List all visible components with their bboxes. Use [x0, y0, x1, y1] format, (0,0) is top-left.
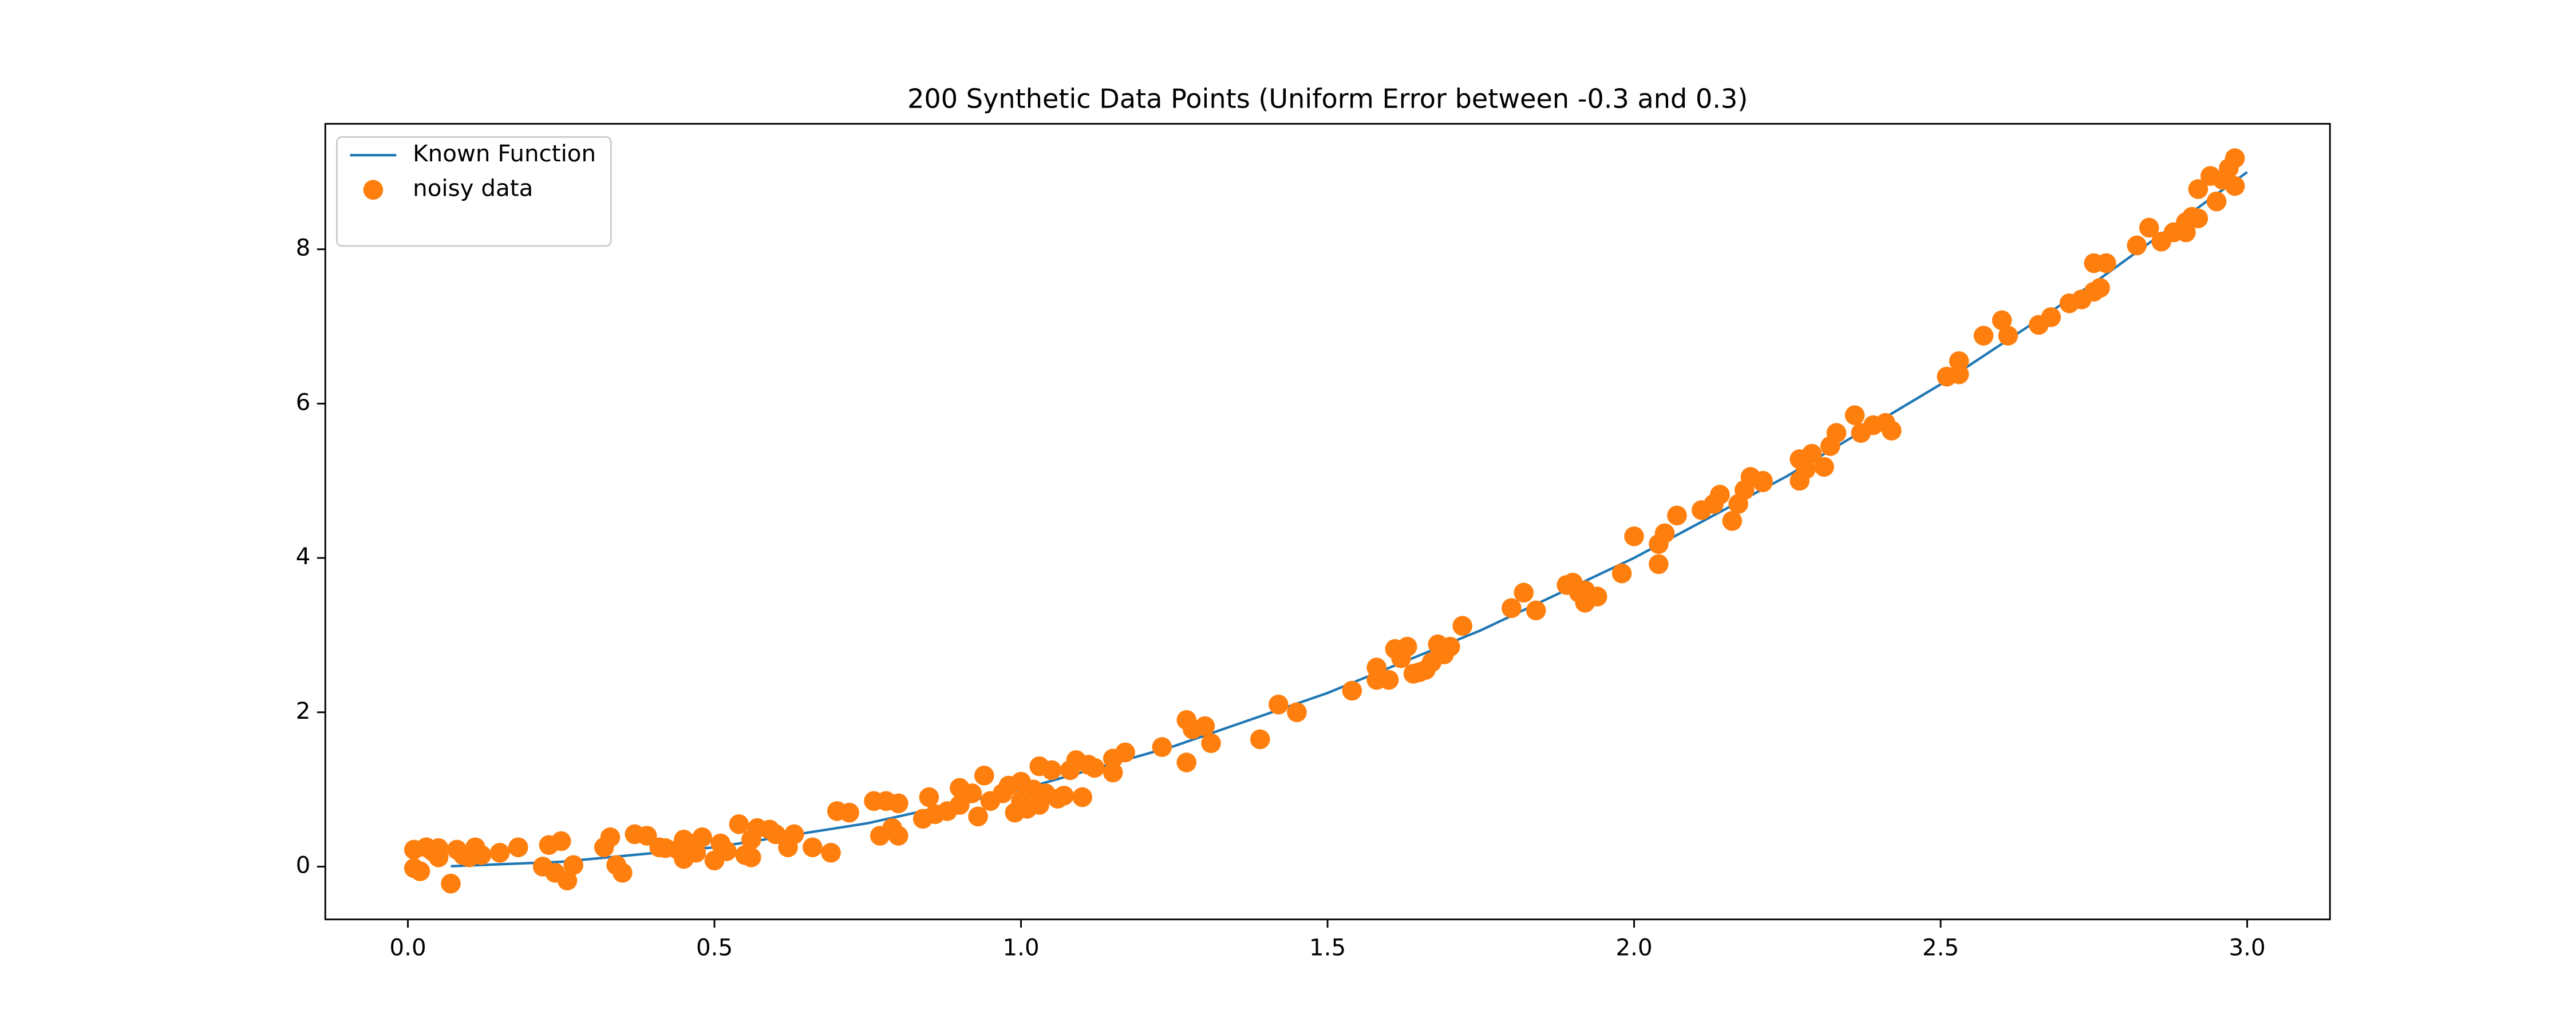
- data-point: [1342, 680, 1362, 701]
- legend: Known Function noisy data: [336, 136, 612, 247]
- data-point: [2096, 253, 2116, 274]
- data-point: [1195, 716, 1215, 736]
- y-tick-label: 2: [296, 698, 311, 724]
- data-point: [613, 862, 633, 883]
- data-point: [1397, 636, 1417, 657]
- data-point: [2225, 176, 2245, 196]
- x-tick-label: 0.5: [696, 934, 733, 961]
- data-point: [600, 827, 621, 847]
- x-tick-label: 3.0: [2229, 934, 2265, 961]
- data-point: [1949, 364, 1969, 385]
- x-tick-label: 1.0: [1002, 934, 1039, 961]
- data-point: [1502, 598, 1522, 619]
- y-tick-label: 0: [296, 851, 311, 878]
- data-point: [1072, 787, 1092, 807]
- data-point: [888, 793, 908, 814]
- data-point: [1440, 636, 1460, 657]
- data-point: [1654, 523, 1675, 544]
- data-point: [1753, 470, 1773, 491]
- data-point: [2127, 235, 2147, 256]
- data-point: [962, 783, 982, 803]
- y-tick-label: 8: [296, 235, 311, 262]
- chart-title: 200 Synthetic Data Points (Uniform Error…: [907, 83, 1748, 114]
- data-point: [1514, 583, 1534, 603]
- data-point: [1882, 421, 1902, 441]
- data-point: [1152, 737, 1172, 757]
- data-point: [2225, 148, 2245, 168]
- data-point: [839, 802, 859, 823]
- data-point: [508, 837, 528, 858]
- data-point: [1287, 702, 1307, 723]
- data-point: [1526, 600, 1546, 621]
- data-point: [803, 837, 823, 858]
- data-point: [686, 842, 706, 863]
- data-point: [1378, 670, 1399, 690]
- data-point: [1973, 326, 1994, 346]
- legend-box: [336, 136, 612, 247]
- data-point: [471, 845, 492, 865]
- data-point: [2139, 217, 2159, 238]
- data-point: [1176, 752, 1197, 772]
- data-point: [441, 873, 461, 894]
- data-point: [741, 847, 761, 867]
- data-point: [2188, 208, 2208, 228]
- data-point: [551, 831, 571, 851]
- data-point: [1844, 405, 1865, 425]
- data-point: [1084, 758, 1105, 778]
- x-tick-label: 2.0: [1615, 934, 1652, 961]
- data-point: [1814, 457, 1834, 477]
- data-point: [410, 861, 430, 881]
- data-point: [1710, 485, 1730, 505]
- data-point: [1201, 733, 1221, 754]
- data-point: [557, 870, 578, 891]
- data-point: [717, 841, 737, 861]
- data-point: [1998, 326, 2018, 346]
- data-point: [1366, 657, 1387, 678]
- y-tick-label: 4: [296, 543, 311, 570]
- legend-label: noisy data: [413, 175, 533, 202]
- x-tick-label: 1.5: [1309, 934, 1346, 961]
- legend-marker: [363, 180, 384, 200]
- data-point: [729, 814, 749, 834]
- data-point: [1115, 742, 1135, 763]
- data-point: [1611, 563, 1632, 584]
- data-point: [563, 855, 584, 876]
- data-point: [1992, 310, 2012, 331]
- data-point: [821, 842, 841, 863]
- legend-label: Known Function: [413, 140, 596, 167]
- data-point: [1269, 694, 1289, 715]
- data-point: [1722, 511, 1743, 531]
- data-point: [2090, 278, 2110, 298]
- x-tick-label: 2.5: [1922, 934, 1959, 961]
- data-point: [784, 824, 804, 845]
- data-point: [1624, 526, 1644, 546]
- data-point: [968, 806, 988, 827]
- data-point: [692, 827, 712, 847]
- data-point: [919, 787, 939, 807]
- data-point: [1667, 505, 1687, 526]
- data-point: [2041, 307, 2061, 327]
- data-point: [1103, 762, 1123, 783]
- x-tick-label: 0.0: [389, 934, 426, 961]
- data-point: [489, 842, 510, 863]
- data-point: [1054, 786, 1074, 806]
- data-point: [1250, 729, 1270, 750]
- data-point: [765, 824, 786, 845]
- data-point: [428, 838, 449, 858]
- data-point: [1041, 760, 1062, 781]
- data-point: [888, 826, 908, 846]
- data-point: [1826, 423, 1847, 443]
- data-point: [1801, 443, 1822, 464]
- data-point: [1452, 616, 1473, 636]
- data-point: [2188, 179, 2208, 199]
- data-point: [1796, 459, 1816, 480]
- data-point: [1587, 587, 1607, 607]
- data-point: [974, 766, 994, 786]
- data-point: [1649, 554, 1669, 575]
- data-point: [2206, 191, 2227, 212]
- y-tick-label: 6: [296, 389, 311, 415]
